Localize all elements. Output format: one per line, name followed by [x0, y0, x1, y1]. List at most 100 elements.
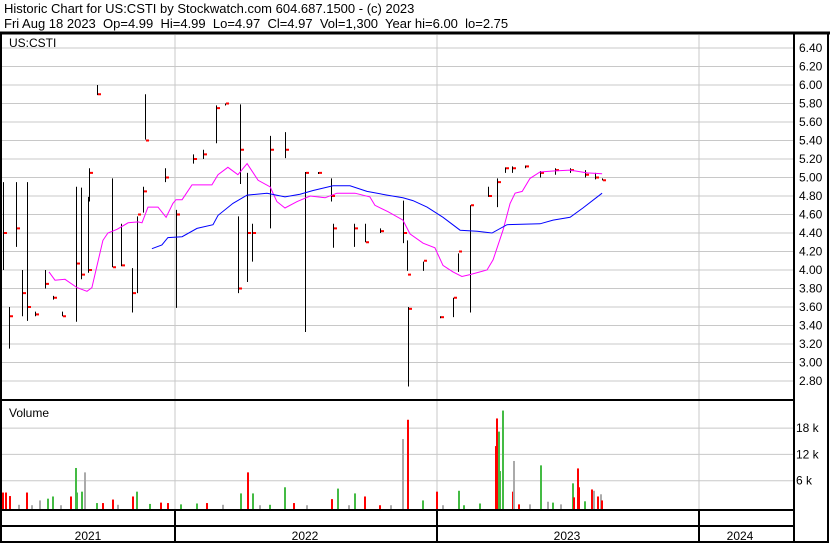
year-axis: 2021 2022 2023 2024: [75, 510, 754, 543]
volume-bar: [2, 492, 4, 509]
close-tick: [556, 169, 559, 172]
price-tick-label: 3.80: [799, 282, 823, 296]
price-tick-label: 2.80: [799, 374, 823, 388]
price-tick-label: 4.80: [799, 189, 823, 203]
volume-bar: [293, 503, 295, 509]
moving-average-long: [151, 185, 603, 250]
price-tick-label: 5.80: [799, 97, 823, 111]
close-tick: [241, 148, 244, 151]
volume-bar: [132, 496, 134, 509]
volume-bar: [573, 497, 575, 509]
price-tick-label: 3.60: [799, 300, 823, 314]
price-tick-label: 6.00: [799, 78, 823, 92]
volume-bar: [18, 504, 20, 509]
volume-bar: [601, 500, 603, 509]
close-tick: [248, 232, 251, 234]
close-tick: [471, 204, 474, 207]
price-tick-label: 5.60: [799, 115, 823, 129]
price-axis: 6.40 6.20 6.00 5.80 5.60 5.40 5.20 5.00 4.80 4.60…: [799, 41, 823, 388]
volume-bar: [458, 490, 460, 509]
volume-bar: [502, 410, 504, 509]
volume-bar: [337, 488, 339, 509]
volume-bar: [112, 499, 114, 509]
volume-bars: [2, 410, 603, 509]
volume-bar: [348, 505, 350, 509]
close-tick: [177, 213, 180, 216]
volume-bar: [222, 504, 224, 509]
price-tick-label: 4.40: [799, 226, 823, 240]
close-tick: [603, 179, 606, 182]
price-tick-label: 3.40: [799, 319, 823, 333]
price-tick-label: 4.20: [799, 245, 823, 259]
volume-axis: 18 k 12 k 6 k: [796, 421, 820, 488]
volume-bar: [31, 505, 33, 509]
close-tick: [10, 315, 13, 318]
close-tick: [513, 167, 516, 170]
close-tick: [526, 165, 529, 168]
volume-bar: [269, 504, 271, 509]
volume-bar: [593, 490, 595, 509]
volume-bar: [76, 492, 78, 509]
volume-bar: [117, 504, 119, 509]
volume-bar: [284, 487, 286, 509]
volume-bar: [102, 503, 104, 509]
volume-bar: [160, 502, 162, 509]
moving-average-short: [48, 162, 603, 292]
close-tick: [204, 153, 207, 156]
volume-bar: [47, 498, 49, 509]
price-tick-label: 4.60: [799, 208, 823, 222]
volume-bar: [402, 439, 404, 509]
quote-summary: Fri Aug 18 2023 Op=4.99 Hi=4.99 Lo=4.97 …: [4, 16, 509, 31]
close-tick: [253, 232, 256, 234]
volume-bar: [26, 492, 28, 509]
close-tick: [286, 148, 289, 151]
volume-bar: [75, 467, 77, 509]
volume-bar: [552, 502, 554, 509]
volume-bar: [206, 503, 208, 509]
close-tick: [82, 273, 85, 276]
close-tick: [217, 107, 220, 110]
volume-bar: [499, 471, 501, 509]
volume-bar: [496, 418, 498, 509]
close-tick: [133, 292, 136, 295]
volume-bar: [591, 489, 593, 509]
volume-bar: [529, 504, 531, 509]
volume-tick-label: 12 k: [796, 447, 820, 461]
close-tick: [77, 262, 80, 265]
close-tick: [138, 213, 141, 216]
close-tick: [498, 181, 501, 184]
volume-bar: [518, 504, 520, 509]
price-tick-label: 3.00: [799, 356, 823, 370]
volume-bar: [442, 505, 444, 509]
volume-bar: [572, 483, 574, 509]
volume-bar: [306, 505, 308, 509]
close-tick: [63, 315, 66, 318]
volume-label: Volume: [9, 406, 49, 420]
close-tick: [46, 282, 49, 285]
volume-bar: [9, 496, 11, 509]
close-tick: [441, 316, 444, 319]
close-tick: [332, 195, 335, 197]
close-tick: [28, 306, 31, 308]
volume-bar: [84, 472, 86, 509]
symbol-label: US:CSTI: [9, 36, 56, 50]
close-tick: [226, 102, 229, 105]
volume-bar: [149, 503, 151, 509]
chart-title: Historic Chart for US:CSTI by Stockwatch…: [4, 1, 415, 16]
volume-bar: [547, 501, 549, 509]
volume-bar: [39, 500, 41, 509]
close-tick: [239, 287, 242, 290]
volume-bar: [259, 505, 261, 509]
close-tick: [54, 296, 57, 299]
price-tick-label: 4.00: [799, 263, 823, 277]
volume-bar: [379, 505, 381, 509]
close-tick: [541, 171, 544, 174]
volume-bar: [513, 460, 515, 509]
volume-bar: [463, 505, 465, 509]
close-tick: [319, 171, 322, 174]
close-tick: [454, 296, 457, 299]
volume-bar: [136, 491, 138, 509]
volume-bar: [597, 496, 599, 509]
close-tick: [489, 195, 492, 197]
